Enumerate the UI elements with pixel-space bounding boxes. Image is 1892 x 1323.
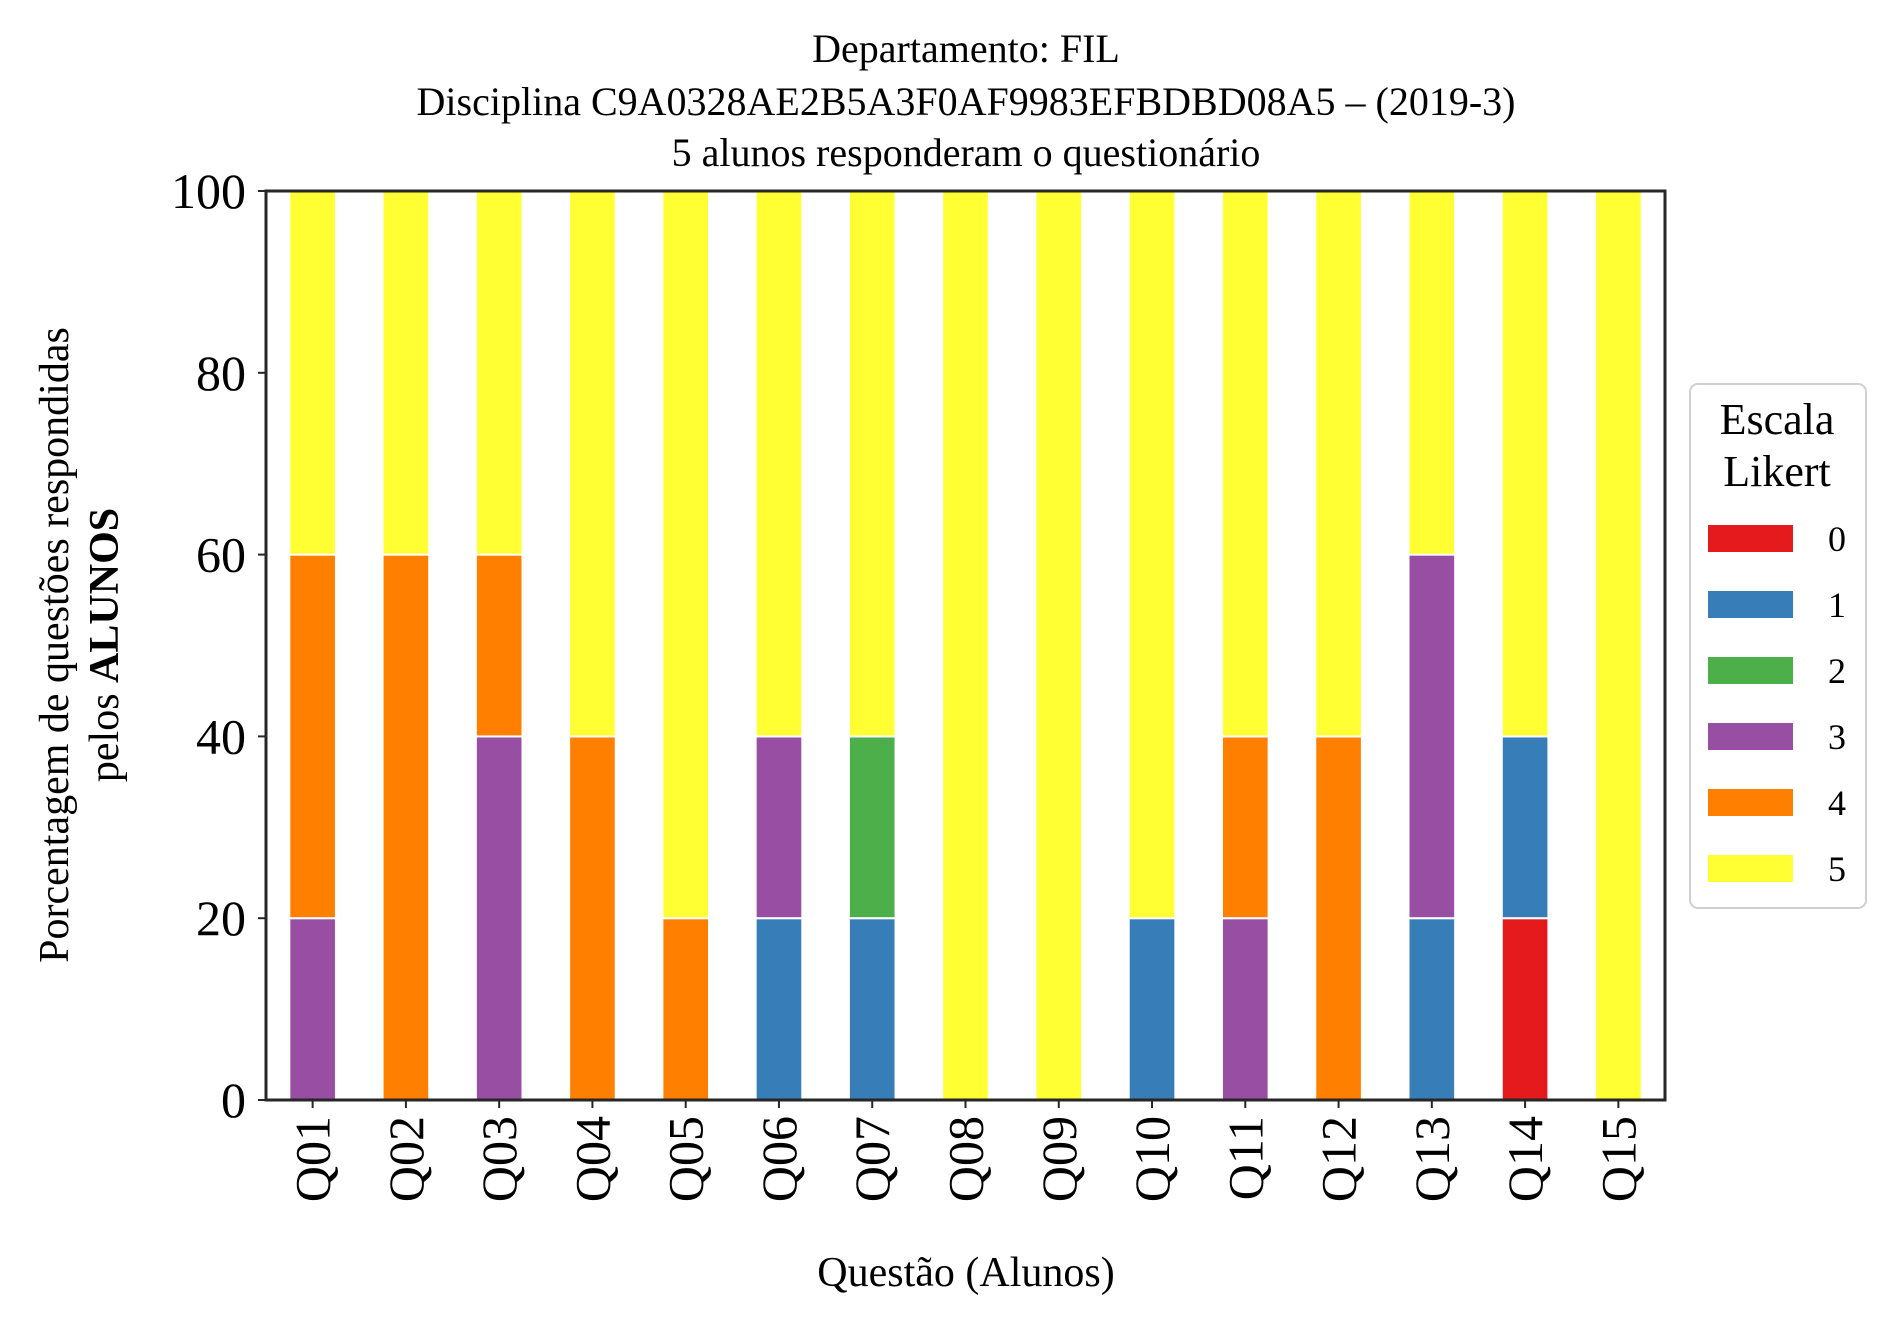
legend-title-line-1: Escala xyxy=(1720,395,1835,444)
bar-q06-likert-1 xyxy=(754,917,804,1102)
y-tick-label: 20 xyxy=(196,890,246,946)
y-axis-label-bold: ALUNOS xyxy=(82,508,128,683)
title-line-1: Departamento: FIL xyxy=(812,26,1120,71)
y-tick-label: 60 xyxy=(196,527,246,583)
bar-q05-likert-4 xyxy=(661,917,711,1102)
legend-items: 0 1 2 3 4 5 xyxy=(1708,519,1846,889)
legend-label-5: 5 xyxy=(1828,849,1846,889)
legend-label-0: 0 xyxy=(1828,519,1846,559)
bar-q08-likert-5 xyxy=(941,190,990,1101)
x-tick-label: Q10 xyxy=(1124,1116,1180,1202)
bar-q14-likert-5 xyxy=(1500,190,1550,738)
x-tick-label: Q06 xyxy=(751,1116,807,1202)
title-line-3: 5 alunos responderam o questionário xyxy=(672,130,1261,175)
legend-swatch-1 xyxy=(1708,591,1793,618)
x-tick-label: Q09 xyxy=(1031,1116,1087,1202)
bar-q03-likert-4 xyxy=(474,553,524,738)
bar-q06-likert-3 xyxy=(754,735,804,920)
bar-q01-likert-4 xyxy=(288,553,337,920)
bar-q11-likert-5 xyxy=(1220,190,1270,738)
bar-q12-likert-4 xyxy=(1314,735,1363,1102)
bar-q13-likert-1 xyxy=(1407,917,1457,1102)
bar-q04-likert-4 xyxy=(568,735,617,1102)
bar-q02-likert-5 xyxy=(381,190,431,556)
legend-swatch-3 xyxy=(1708,723,1793,750)
y-axis-label-line-2: pelos ALUNOS xyxy=(82,508,128,782)
bar-q10-likert-1 xyxy=(1127,917,1177,1102)
x-tick-label: Q04 xyxy=(564,1116,620,1202)
x-tick-label: Q03 xyxy=(471,1116,527,1202)
bar-segments xyxy=(288,190,1643,1102)
bar-q01-likert-3 xyxy=(288,917,337,1102)
bar-q11-likert-4 xyxy=(1220,735,1270,920)
y-axis-ticks: 0 20 40 60 80 100 xyxy=(171,163,266,1128)
bar-q14-likert-0 xyxy=(1500,917,1550,1102)
legend-swatch-5 xyxy=(1708,855,1793,882)
bar-q03-likert-3 xyxy=(474,735,524,1102)
legend-swatch-0 xyxy=(1708,525,1793,552)
bar-q15-likert-5 xyxy=(1594,190,1643,1101)
title-line-2: Disciplina C9A0328AE2B5A3F0AF9983EFBDBD0… xyxy=(417,79,1516,124)
y-axis-label: Porcentagem de questões respondidas pelo… xyxy=(32,327,128,963)
legend-swatch-2 xyxy=(1708,657,1793,684)
x-tick-label: Q11 xyxy=(1217,1116,1273,1200)
x-axis-label: Questão (Alunos) xyxy=(817,1250,1114,1296)
bar-q02-likert-4 xyxy=(381,553,431,1101)
bar-q07-likert-5 xyxy=(847,190,897,738)
x-tick-label: Q12 xyxy=(1311,1116,1367,1202)
legend-label-2: 2 xyxy=(1828,651,1846,691)
bar-q07-likert-2 xyxy=(847,735,897,920)
legend: Escala Likert 0 1 2 3 4 5 xyxy=(1689,383,1867,909)
bar-q01-likert-5 xyxy=(288,190,337,556)
chart-title: Departamento: FIL Disciplina C9A0328AE2B… xyxy=(417,26,1516,175)
x-axis-ticks: Q01 Q02 Q03 Q04 Q05 Q06 Q07 Q08 Q09 Q10 Q11 Q12 Q13 Q… xyxy=(285,1100,1646,1202)
x-tick-label: Q02 xyxy=(378,1116,434,1202)
x-tick-label: Q14 xyxy=(1497,1116,1553,1202)
x-tick-label: Q01 xyxy=(285,1116,341,1202)
bar-q14-likert-1 xyxy=(1500,735,1550,920)
bar-q12-likert-5 xyxy=(1314,190,1363,738)
bar-q11-likert-3 xyxy=(1220,917,1270,1102)
legend-label-3: 3 xyxy=(1828,717,1846,757)
x-tick-label: Q05 xyxy=(658,1116,714,1202)
bar-q06-likert-5 xyxy=(754,190,804,738)
legend-swatch-4 xyxy=(1708,789,1793,816)
legend-box xyxy=(1689,383,1867,909)
x-tick-label: Q15 xyxy=(1590,1116,1646,1202)
x-tick-label: Q07 xyxy=(844,1116,900,1202)
bar-q05-likert-5 xyxy=(661,190,711,920)
bar-q13-likert-3 xyxy=(1407,553,1457,920)
y-tick-label: 80 xyxy=(196,345,246,401)
bar-q04-likert-5 xyxy=(568,190,617,738)
plot-frame xyxy=(264,189,1667,1102)
y-tick-label: 40 xyxy=(196,708,246,764)
bar-q07-likert-1 xyxy=(847,917,897,1102)
y-axis-label-prefix: pelos xyxy=(82,683,128,782)
y-tick-label: 100 xyxy=(171,163,246,219)
legend-label-1: 1 xyxy=(1828,585,1846,625)
bar-q10-likert-5 xyxy=(1127,190,1177,920)
x-tick-label: Q08 xyxy=(938,1116,994,1202)
bar-q13-likert-5 xyxy=(1407,190,1457,556)
y-tick-label: 0 xyxy=(221,1072,246,1128)
x-tick-label: Q13 xyxy=(1404,1116,1460,1202)
bar-q03-likert-5 xyxy=(474,190,524,556)
bar-q09-likert-5 xyxy=(1034,190,1084,1101)
y-axis-label-line-1: Porcentagem de questões respondidas xyxy=(32,327,78,963)
legend-label-4: 4 xyxy=(1828,783,1846,823)
legend-title-line-2: Likert xyxy=(1723,447,1831,496)
